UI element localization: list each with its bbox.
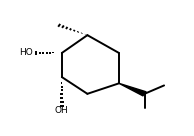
Polygon shape	[119, 83, 146, 96]
Text: HO: HO	[19, 48, 33, 58]
Text: OH: OH	[55, 106, 69, 115]
